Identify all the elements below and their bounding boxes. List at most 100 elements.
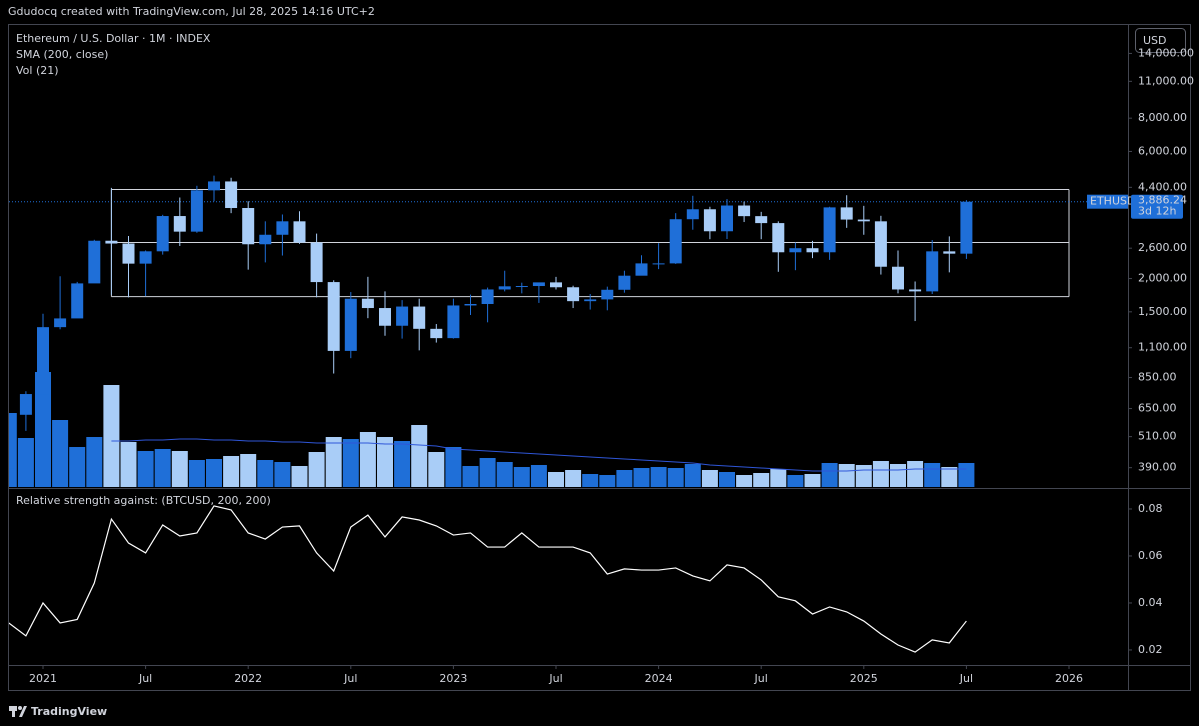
x-tick-label: Jul bbox=[548, 672, 562, 685]
volume-bar bbox=[701, 470, 718, 487]
volume-bar bbox=[17, 438, 34, 487]
y-tick-label: 1,100.00 bbox=[1138, 341, 1187, 354]
volume-bar bbox=[479, 458, 496, 487]
volume-bar bbox=[496, 462, 513, 487]
y-tick-label: 650.00 bbox=[1138, 402, 1177, 415]
volume-bar bbox=[394, 441, 411, 487]
volume-bar bbox=[359, 432, 376, 487]
header-title: Gdudocq created with TradingView.com, Ju… bbox=[8, 5, 375, 18]
volume-bar bbox=[650, 467, 667, 487]
price-pane bbox=[9, 175, 1128, 487]
candle-body bbox=[19, 394, 32, 415]
candle-body bbox=[755, 216, 768, 224]
volume-bar bbox=[599, 475, 616, 487]
candle-body bbox=[584, 299, 597, 302]
volume-bar bbox=[633, 468, 650, 487]
y-tick-label: 0.06 bbox=[1138, 549, 1163, 562]
symbol-label: ETHUSD bbox=[1090, 195, 1135, 208]
volume-bar bbox=[565, 470, 582, 487]
y-tick-label: 2,000.00 bbox=[1138, 272, 1187, 285]
volume-bar bbox=[958, 463, 975, 487]
candle-body bbox=[857, 219, 870, 222]
currency-button[interactable] bbox=[1135, 28, 1186, 53]
volume-bar bbox=[120, 442, 137, 487]
candle-body bbox=[909, 289, 922, 292]
x-tick-label: 2021 bbox=[29, 672, 57, 685]
volume-bar bbox=[257, 460, 274, 487]
volume-bar bbox=[206, 459, 222, 487]
candle-body bbox=[772, 223, 785, 253]
candle-body bbox=[396, 306, 409, 326]
x-tick-label: Jul bbox=[754, 672, 768, 685]
candle-body bbox=[54, 318, 67, 328]
footer-brand: TradingView bbox=[31, 705, 107, 718]
x-tick-label: 2026 bbox=[1055, 672, 1083, 685]
y-tick-label: 2,600.00 bbox=[1138, 241, 1187, 254]
volume-bar bbox=[342, 439, 359, 487]
volume-bar bbox=[787, 475, 804, 487]
volume-bar bbox=[530, 465, 547, 487]
volume-bar bbox=[428, 452, 445, 487]
candle-body bbox=[225, 181, 238, 209]
y-tick-label: 0.08 bbox=[1138, 502, 1163, 515]
volume-bar bbox=[582, 474, 599, 487]
volume-bar bbox=[890, 464, 906, 487]
countdown-label: 3d 12h bbox=[1138, 205, 1176, 218]
candle-body bbox=[208, 181, 220, 191]
x-tick-label: 2023 bbox=[439, 672, 467, 685]
volume-bar bbox=[667, 468, 684, 487]
symbol-tag bbox=[1087, 194, 1128, 209]
candle-body bbox=[9, 414, 15, 469]
candle-body bbox=[738, 205, 751, 217]
footer-logo bbox=[9, 706, 27, 717]
candle-body bbox=[430, 328, 443, 339]
volume-bar bbox=[103, 385, 120, 487]
volume-bar bbox=[223, 456, 240, 487]
volume-bar bbox=[137, 451, 154, 487]
volume-bar bbox=[736, 475, 753, 487]
candle-body bbox=[481, 289, 494, 305]
candle-body bbox=[635, 263, 648, 276]
candle-body bbox=[139, 251, 152, 264]
y-tick-label: 390.00 bbox=[1138, 461, 1177, 474]
candle-body bbox=[105, 240, 118, 244]
chart-title: Ethereum / U.S. Dollar · 1M · INDEX bbox=[16, 32, 211, 45]
volume-bar bbox=[240, 454, 257, 487]
volume-bar bbox=[377, 437, 393, 487]
y-tick-label: 11,000.00 bbox=[1138, 74, 1194, 87]
y-tick-label: 0.04 bbox=[1138, 596, 1163, 609]
currency-label[interactable]: USD bbox=[1143, 34, 1167, 47]
candle-body bbox=[892, 266, 904, 290]
y-tick-label: 850.00 bbox=[1138, 371, 1177, 384]
candle-body bbox=[242, 208, 255, 245]
candle-body bbox=[550, 282, 562, 288]
volume-bar bbox=[684, 464, 701, 487]
y-tick-label: 6,000.00 bbox=[1138, 144, 1187, 157]
volume-bar bbox=[838, 464, 855, 487]
volume-bar bbox=[872, 461, 889, 487]
candle-body bbox=[669, 219, 682, 264]
candle-body bbox=[156, 216, 169, 252]
candle-body bbox=[498, 286, 511, 290]
candle-body bbox=[310, 242, 323, 283]
candle-body bbox=[361, 298, 374, 309]
candle-body bbox=[464, 304, 477, 306]
volume-bar bbox=[69, 447, 86, 487]
last-price-label: 3,886.24 bbox=[1138, 194, 1187, 207]
candle-body bbox=[840, 207, 853, 220]
candle-body bbox=[703, 209, 716, 232]
candle-body bbox=[276, 221, 289, 235]
relative-strength-line bbox=[9, 505, 967, 653]
volume-bar bbox=[86, 437, 103, 487]
candle-body bbox=[379, 308, 391, 326]
y-tick-label: 14,000.00 bbox=[1138, 46, 1194, 59]
candle-body bbox=[943, 251, 956, 254]
volume-bar bbox=[171, 451, 188, 487]
volume-bar bbox=[274, 462, 291, 487]
y-tick-label: 510.00 bbox=[1138, 430, 1177, 443]
volume-bar bbox=[154, 449, 171, 487]
candle-body bbox=[686, 209, 699, 220]
volume-bar bbox=[753, 473, 770, 487]
